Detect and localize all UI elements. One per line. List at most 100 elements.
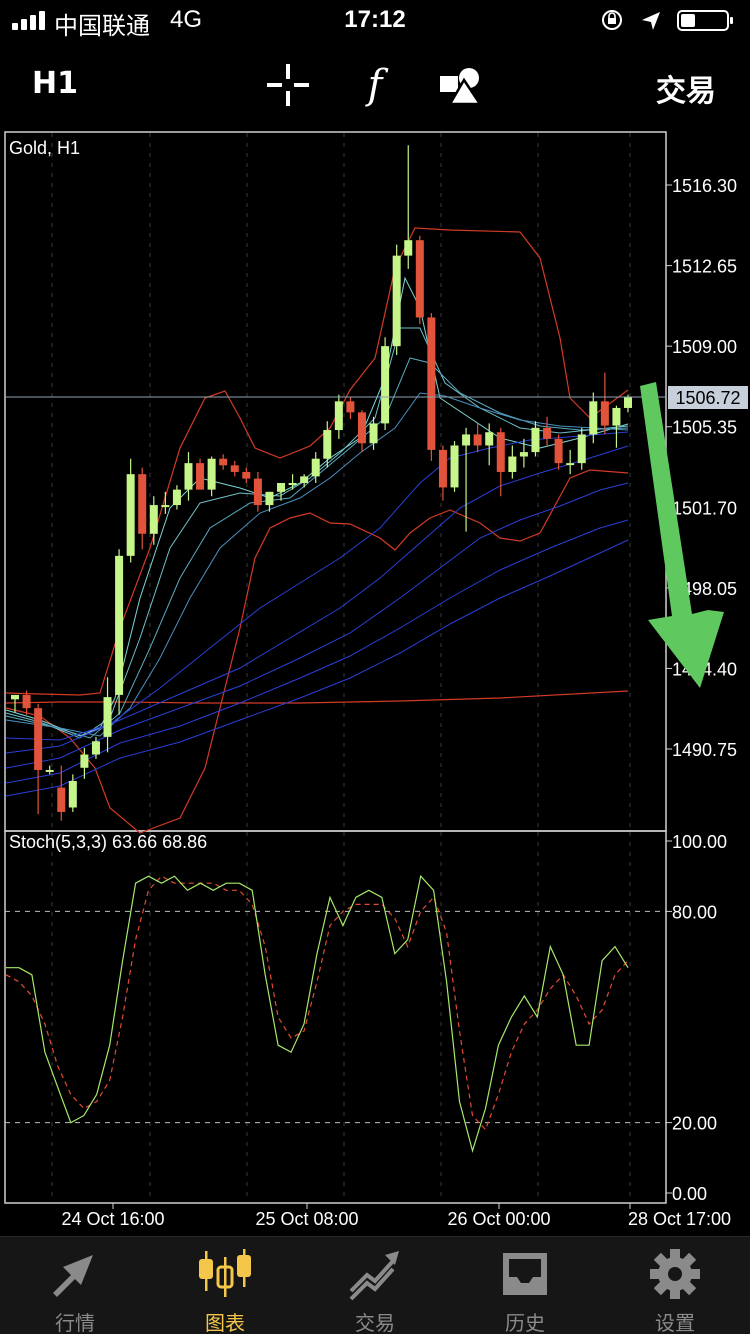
time-tick-label: 28 Oct 17:00 bbox=[628, 1209, 731, 1229]
trade-icon bbox=[349, 1251, 399, 1301]
candle-bear bbox=[438, 449, 447, 488]
candle-bull bbox=[300, 476, 309, 484]
ma-slow-3 bbox=[5, 482, 629, 769]
candle-bull bbox=[277, 483, 286, 492]
rotation-lock-icon bbox=[602, 10, 622, 30]
objects-icon[interactable] bbox=[436, 60, 486, 110]
ma-fast-3 bbox=[5, 357, 629, 739]
price-tick-label: 1512.65 bbox=[672, 257, 737, 277]
ma-slow-1 bbox=[5, 431, 629, 741]
bollinger-middle-band bbox=[5, 690, 629, 704]
candle-bull bbox=[566, 463, 575, 466]
candle-bull bbox=[68, 781, 77, 808]
candle-bull bbox=[288, 483, 297, 486]
candle-bull bbox=[91, 741, 100, 755]
candle-bear bbox=[22, 694, 31, 709]
candle-bull bbox=[404, 240, 413, 256]
chart-icon bbox=[199, 1249, 251, 1297]
candle-bear bbox=[496, 432, 505, 472]
candle-bear bbox=[219, 458, 228, 466]
trade-button[interactable]: 交易 bbox=[656, 75, 716, 108]
status-icons bbox=[602, 10, 733, 31]
candle-bear bbox=[415, 240, 424, 318]
chart-title: Gold, H1 bbox=[9, 138, 80, 158]
candle-bear bbox=[57, 787, 66, 812]
candle-bull bbox=[531, 427, 540, 453]
oscillator-frame bbox=[4, 830, 667, 1204]
price-tick-label: 1490.75 bbox=[672, 740, 737, 760]
svg-text:f: f bbox=[365, 62, 389, 108]
price-chart[interactable]: 1516.301512.651509.001505.351501.701498.… bbox=[0, 128, 750, 1234]
tab-label: 历史 bbox=[505, 1313, 545, 1334]
settings-icon bbox=[650, 1249, 700, 1299]
candle-bull bbox=[624, 396, 632, 408]
candle-bull bbox=[462, 434, 471, 446]
candle-bull bbox=[126, 474, 135, 556]
ma-slow-2 bbox=[5, 445, 629, 754]
candle-bull bbox=[381, 346, 390, 424]
candle-bull bbox=[103, 697, 112, 737]
ma-fast-1 bbox=[5, 276, 629, 737]
candle-bull bbox=[149, 505, 158, 534]
ma-fast-2 bbox=[5, 327, 629, 739]
candle-bull bbox=[80, 754, 89, 768]
network-type: 4G bbox=[170, 6, 203, 33]
candle-bull bbox=[161, 505, 170, 508]
tab-quotes[interactable]: 行情 bbox=[0, 1237, 150, 1334]
candle-bull bbox=[485, 432, 494, 446]
time-tick-label: 26 Oct 00:00 bbox=[447, 1209, 550, 1229]
oscillator-label: Stoch(5,3,3) 63.66 68.86 bbox=[9, 832, 207, 852]
down-arrow-annotation bbox=[640, 382, 724, 688]
candle-bull bbox=[508, 456, 517, 472]
osc-tick-label: 20.00 bbox=[672, 1114, 717, 1134]
candle-bear bbox=[357, 412, 366, 444]
current-price-label: 1506.72 bbox=[675, 388, 740, 408]
candle-bear bbox=[138, 474, 147, 534]
osc-tick-label: 0.00 bbox=[672, 1184, 707, 1204]
candle-bull bbox=[334, 401, 343, 431]
candle-bull bbox=[265, 491, 274, 506]
timeframe-button[interactable]: H1 bbox=[32, 66, 78, 101]
price-tick-label: 1509.00 bbox=[672, 337, 737, 357]
candle-bear bbox=[230, 465, 239, 472]
tab-label: 交易 bbox=[355, 1313, 395, 1334]
candle-bear bbox=[554, 438, 563, 464]
location-icon bbox=[642, 12, 660, 30]
ma-slow-5 bbox=[5, 539, 629, 797]
tab-history[interactable]: 历史 bbox=[450, 1237, 600, 1334]
candle-bull bbox=[115, 555, 124, 695]
candle-bull bbox=[207, 458, 216, 490]
price-tick-label: 1505.35 bbox=[672, 418, 737, 438]
chart-toolbar: H1 f 交易 bbox=[0, 44, 750, 126]
candle-bull bbox=[450, 445, 459, 488]
battery-icon bbox=[677, 10, 733, 31]
stoch-signal-line bbox=[5, 875, 629, 1131]
function-icon[interactable]: f bbox=[350, 60, 400, 110]
quotes-icon bbox=[53, 1255, 93, 1297]
ma-slow-4 bbox=[5, 519, 629, 784]
oscillator-axis: 100.00 80.00 20.00 0.00 bbox=[666, 832, 727, 1204]
tab-settings[interactable]: 设置 bbox=[600, 1237, 750, 1334]
candle-bear bbox=[427, 317, 436, 450]
osc-tick-label: 80.00 bbox=[672, 902, 717, 922]
price-tick-label: 1501.70 bbox=[672, 498, 737, 518]
candle-bear bbox=[543, 427, 552, 439]
candle-bear bbox=[242, 471, 251, 479]
current-price-marker bbox=[668, 386, 748, 409]
price-tick-label: 1516.30 bbox=[672, 176, 737, 196]
candle-bull bbox=[323, 430, 332, 459]
candle-bull bbox=[172, 489, 181, 506]
carrier-name: 中国联通 bbox=[54, 13, 150, 40]
time-axis: 24 Oct 16:00 25 Oct 08:00 26 Oct 00:00 28 O… bbox=[61, 1203, 731, 1229]
tab-label: 设置 bbox=[655, 1313, 695, 1334]
candle-bull bbox=[369, 423, 378, 444]
tab-chart[interactable]: 图表 bbox=[150, 1237, 300, 1334]
stoch-levels bbox=[5, 910, 666, 1124]
history-icon bbox=[503, 1253, 547, 1295]
candle-bear bbox=[34, 708, 43, 770]
candle-bear bbox=[196, 463, 205, 490]
tab-trade[interactable]: 交易 bbox=[300, 1237, 450, 1334]
crosshair-icon[interactable] bbox=[263, 60, 313, 110]
bollinger-lower-band bbox=[5, 469, 629, 834]
chart-area[interactable]: 1516.30 1512.65 1509.00 1505.35 1501.70 1498.… bbox=[0, 128, 750, 1234]
